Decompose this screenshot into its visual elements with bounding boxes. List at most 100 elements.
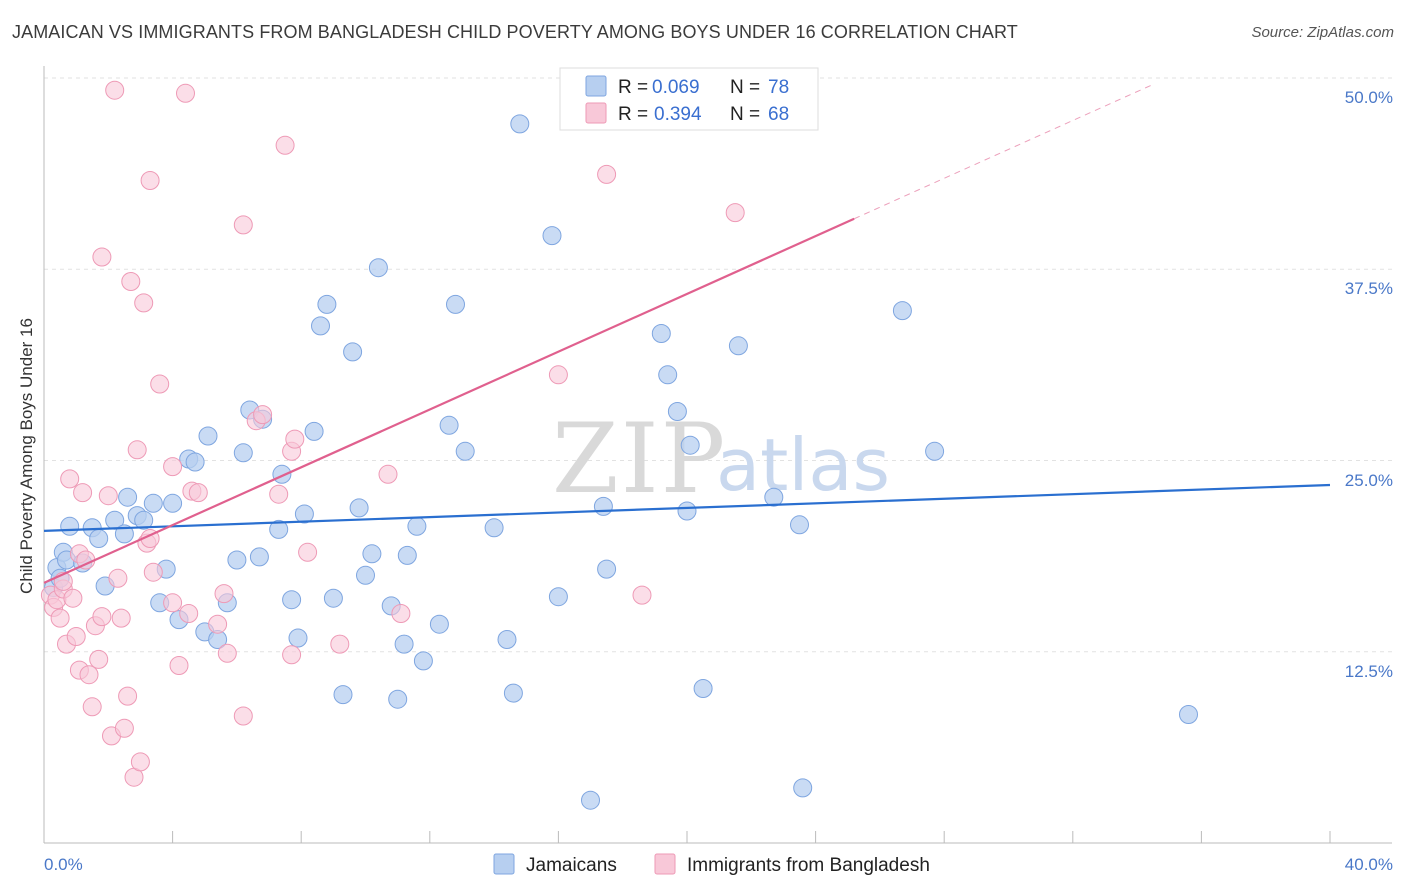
point-jamaicans (294, 504, 314, 524)
trend-line-bangladesh-extension (853, 83, 1154, 220)
point-jamaicans (680, 435, 700, 455)
point-jamaicans (497, 630, 517, 649)
point-jamaicans (925, 441, 945, 461)
point-bangladesh (114, 718, 134, 738)
point-jamaicans (143, 493, 163, 513)
grid-lines (44, 77, 1392, 653)
legend-n-label-1: N = (730, 77, 760, 98)
bottom-legend-swatch-bangladesh (654, 853, 676, 875)
point-jamaicans (317, 294, 337, 314)
series-legend: Jamaicans Immigrants from Bangladesh (493, 853, 930, 876)
watermark: ZIP atlas (552, 403, 890, 515)
point-jamaicans (764, 487, 784, 507)
point-bangladesh (73, 483, 93, 503)
point-bangladesh (725, 203, 745, 223)
point-bangladesh (60, 469, 80, 489)
point-jamaicans (118, 487, 138, 507)
point-bangladesh (208, 614, 228, 634)
stats-legend: R = 0.069 N = 78 R = 0.394 N = 68 (559, 67, 819, 131)
source-credit: Source: ZipAtlas.com (1251, 24, 1394, 41)
point-jamaicans (593, 496, 613, 516)
point-bangladesh (111, 608, 131, 628)
point-jamaicans (114, 524, 134, 544)
point-jamaicans (597, 559, 617, 579)
legend-swatch-bangladesh (585, 102, 607, 124)
point-jamaicans (455, 441, 475, 461)
point-bangladesh (105, 80, 125, 100)
point-bangladesh (269, 484, 289, 504)
point-jamaicans (503, 683, 523, 703)
point-bangladesh (130, 752, 150, 772)
point-bangladesh (188, 483, 208, 503)
point-jamaicans (163, 493, 183, 513)
point-bangladesh (548, 365, 568, 385)
y-tick-label-12-5: 12.5% (1345, 662, 1393, 681)
point-bangladesh (163, 593, 183, 613)
point-jamaicans (693, 679, 713, 698)
point-bangladesh (233, 215, 253, 235)
bottom-legend-label-jamaicans: Jamaicans (526, 855, 617, 876)
x-tick-label-max: 40.0% (1345, 855, 1393, 874)
point-jamaicans (581, 790, 600, 810)
point-jamaicans (728, 336, 748, 356)
point-jamaicans (429, 614, 449, 634)
point-jamaicans (249, 547, 269, 567)
point-jamaicans (446, 294, 465, 314)
point-bangladesh (143, 562, 163, 582)
point-bangladesh (217, 643, 237, 663)
y-tick-label-25: 25.0% (1345, 471, 1393, 490)
point-bangladesh (330, 634, 350, 654)
point-bangladesh (98, 486, 118, 506)
point-jamaicans (349, 498, 369, 518)
point-jamaicans (388, 689, 408, 709)
point-jamaicans (304, 421, 324, 441)
y-tick-label-37-5: 37.5% (1345, 279, 1393, 298)
point-bangladesh (63, 588, 83, 608)
point-jamaicans (892, 301, 912, 321)
point-bangladesh (89, 649, 109, 669)
watermark-zip: ZIP (552, 403, 727, 515)
point-bangladesh (176, 83, 195, 103)
point-bangladesh (632, 585, 652, 605)
chart-title: JAMAICAN VS IMMIGRANTS FROM BANGLADESH C… (12, 22, 1018, 42)
point-bangladesh (282, 645, 302, 665)
point-bangladesh (118, 686, 138, 706)
legend-n-label-2: N = (730, 104, 760, 125)
point-bangladesh (66, 627, 86, 646)
legend-n-value-2: 68 (768, 104, 789, 125)
point-jamaicans (658, 365, 678, 385)
bottom-legend-swatch-jamaicans (493, 853, 515, 875)
point-jamaicans (233, 443, 253, 463)
point-bangladesh (127, 440, 147, 460)
point-jamaicans (89, 529, 109, 548)
point-jamaicans (484, 518, 504, 538)
point-jamaicans (269, 519, 289, 539)
point-bangladesh (253, 405, 273, 425)
legend-r-label-1: R = (618, 77, 648, 98)
point-bangladesh (50, 608, 70, 628)
point-jamaicans (60, 516, 80, 536)
point-bangladesh (150, 374, 170, 394)
point-jamaicans (134, 510, 154, 530)
point-jamaicans (790, 515, 809, 535)
axes (43, 66, 1392, 844)
trend-lines (43, 83, 1331, 584)
point-jamaicans (413, 651, 433, 671)
point-jamaicans (227, 550, 247, 570)
point-bangladesh (169, 656, 189, 675)
point-jamaicans (198, 426, 218, 446)
y-axis-title: Child Poverty Among Boys Under 16 (17, 318, 36, 594)
legend-r-value-1: 0.069 (652, 77, 700, 98)
x-tick-label-min: 0.0% (44, 855, 83, 874)
bottom-legend-label-bangladesh: Immigrants from Bangladesh (687, 855, 930, 876)
point-jamaicans (793, 778, 813, 798)
point-jamaicans (323, 588, 343, 608)
point-bangladesh (92, 607, 112, 627)
point-bangladesh (597, 164, 617, 184)
point-jamaicans (368, 258, 388, 278)
point-bangladesh (285, 429, 305, 449)
point-jamaicans (397, 545, 417, 565)
legend-r-value-2: 0.394 (654, 104, 702, 125)
point-bangladesh (233, 706, 253, 726)
